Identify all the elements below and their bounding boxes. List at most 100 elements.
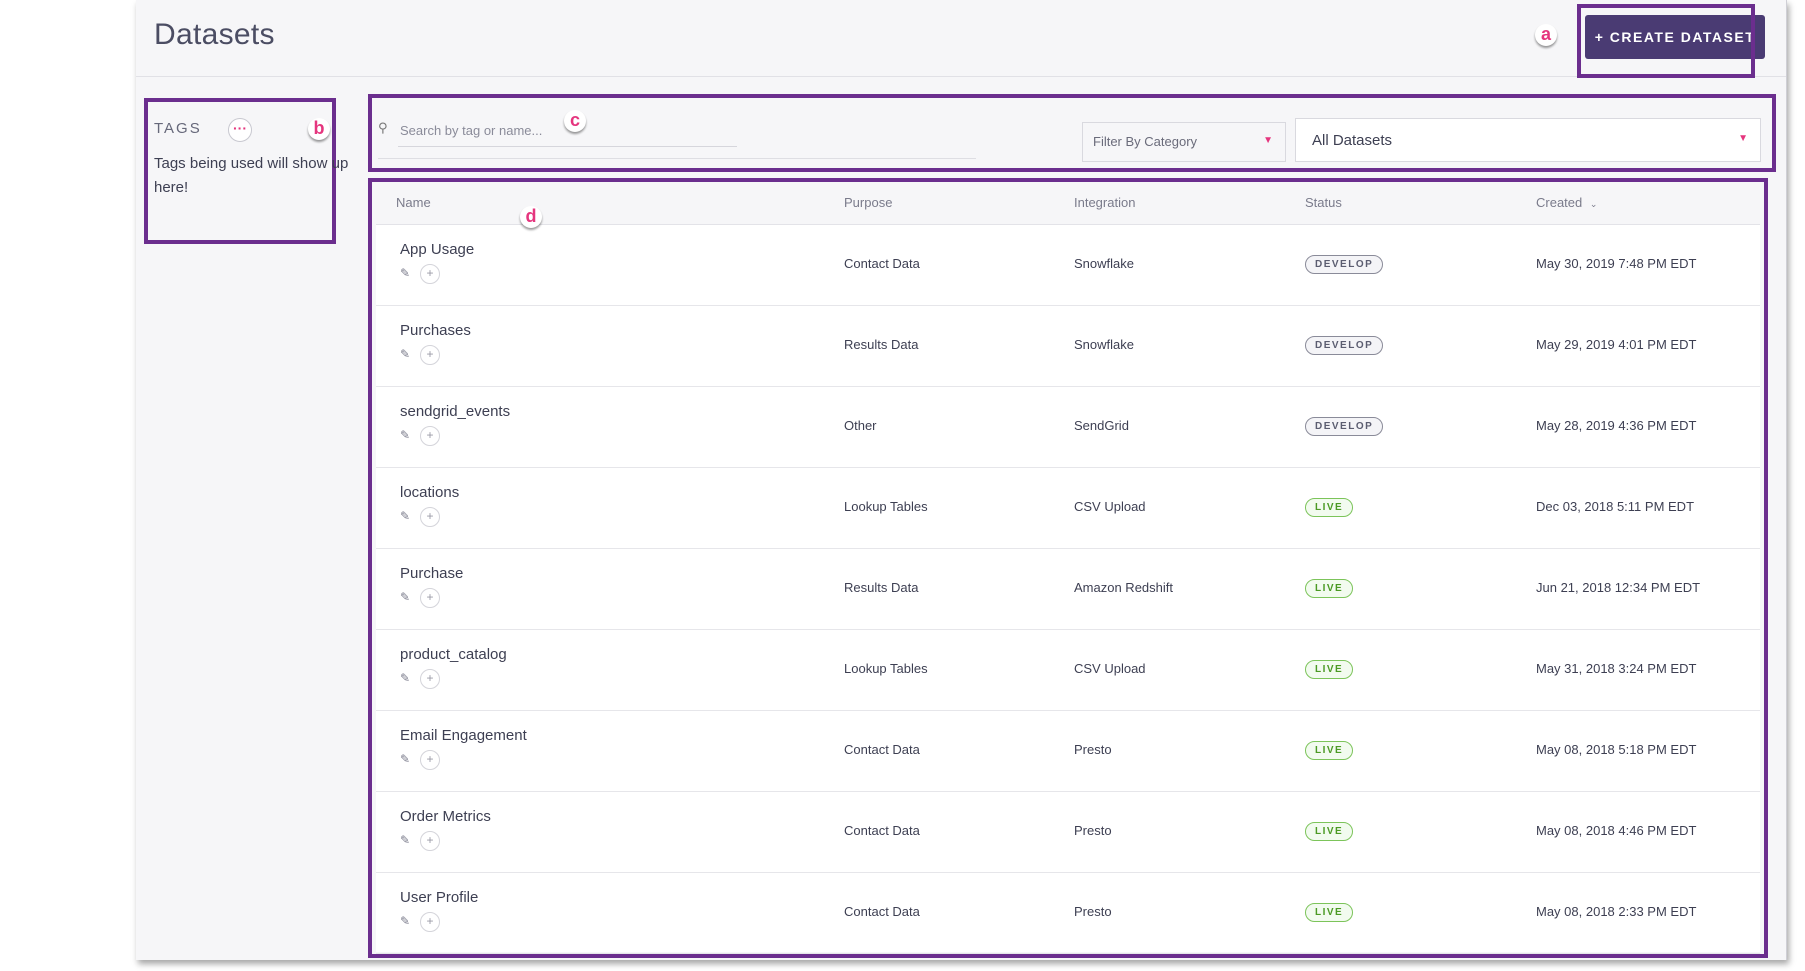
cell-purpose: Contact Data — [844, 742, 920, 757]
status-badge: DEVELOP — [1305, 417, 1384, 436]
create-dataset-button[interactable]: + CREATE DATASET — [1585, 15, 1765, 59]
dataset-name-link[interactable]: Purchase — [400, 565, 464, 582]
dataset-name-link[interactable]: sendgrid_events — [400, 403, 511, 420]
table-row[interactable]: App Usage ✎ + Contact Data Snowflake DEVELOP M… — [376, 224, 1760, 306]
dataset-name-link[interactable]: Email Engagement — [400, 727, 527, 744]
cell-integration: SendGrid — [1074, 418, 1129, 433]
dataset-name-link[interactable]: User Profile — [400, 889, 479, 906]
search-icon: ⚲ — [378, 120, 388, 135]
cell-purpose: Results Data — [844, 337, 919, 352]
tags-title: TAGS — [154, 120, 202, 137]
cell-created: May 29, 2019 4:01 PM EDT — [1536, 337, 1697, 352]
dataset-name-link[interactable]: locations — [400, 484, 460, 501]
cell-integration: Presto — [1074, 742, 1112, 757]
cell-purpose: Contact Data — [844, 256, 920, 271]
table-row[interactable]: product_catalog ✎ + Lookup Tables CSV Upload… — [376, 629, 1760, 711]
column-header-name[interactable]: Name — [396, 195, 431, 210]
pencil-icon[interactable]: ✎ — [400, 914, 411, 928]
cell-integration: Amazon Redshift — [1074, 580, 1173, 595]
column-header-purpose[interactable]: Purpose — [844, 195, 893, 210]
column-header-created-label: Created — [1536, 195, 1583, 210]
app-window: Datasets + CREATE DATASET a TAGS ··· b T… — [136, 0, 1787, 960]
cell-purpose: Lookup Tables — [844, 661, 928, 676]
add-tag-button[interactable]: + — [420, 588, 440, 608]
cell-integration: Snowflake — [1074, 337, 1134, 352]
dataset-name-link[interactable]: Purchases — [400, 322, 471, 339]
callout-marker-c: c — [564, 110, 586, 132]
status-badge: DEVELOP — [1305, 336, 1384, 355]
table-row[interactable]: Purchase ✎ + Results Data Amazon Redshift LIV… — [376, 548, 1760, 630]
dataset-name-link[interactable]: App Usage — [400, 241, 475, 258]
dataset-filter-select[interactable]: All Datasets ▼ — [1295, 118, 1761, 162]
add-tag-button[interactable]: + — [420, 912, 440, 932]
cell-created: May 08, 2018 4:46 PM EDT — [1536, 823, 1697, 838]
status-badge: LIVE — [1305, 903, 1354, 922]
add-tag-button[interactable]: + — [420, 426, 440, 446]
callout-box-d — [368, 178, 1768, 958]
cell-purpose: Other — [844, 418, 877, 433]
callout-marker-d: d — [520, 206, 542, 228]
cell-created: May 08, 2018 5:18 PM EDT — [1536, 742, 1697, 757]
cell-created: May 30, 2019 7:48 PM EDT — [1536, 256, 1697, 271]
cell-integration: Presto — [1074, 904, 1112, 919]
callout-marker-a: a — [1535, 24, 1557, 46]
page-title: Datasets — [154, 18, 275, 51]
status-badge: LIVE — [1305, 741, 1354, 760]
category-filter-select[interactable]: Filter By Category ▼ — [1082, 122, 1286, 162]
cell-purpose: Contact Data — [844, 904, 920, 919]
column-header-status[interactable]: Status — [1305, 195, 1342, 210]
callout-marker-b: b — [308, 118, 330, 140]
table-row[interactable]: Order Metrics ✎ + Contact Data Presto LIVE May… — [376, 791, 1760, 873]
column-header-integration[interactable]: Integration — [1074, 195, 1136, 210]
dataset-filter-label: All Datasets — [1312, 132, 1393, 149]
status-badge: LIVE — [1305, 822, 1354, 841]
add-tag-button[interactable]: + — [420, 345, 440, 365]
table-row[interactable]: Purchases ✎ + Results Data Snowflake DEVELOP M… — [376, 305, 1760, 387]
pencil-icon[interactable]: ✎ — [400, 266, 411, 280]
pencil-icon[interactable]: ✎ — [400, 752, 411, 766]
cell-purpose: Contact Data — [844, 823, 920, 838]
pencil-icon[interactable]: ✎ — [400, 833, 411, 847]
cell-integration: CSV Upload — [1074, 661, 1146, 676]
pencil-icon[interactable]: ✎ — [400, 347, 411, 361]
search-bar: ⚲ — [378, 110, 976, 159]
caret-down-icon: ▼ — [1738, 133, 1748, 144]
table-row[interactable]: sendgrid_events ✎ + Other SendGrid DEVELOP May… — [376, 386, 1760, 468]
cell-created: May 28, 2019 4:36 PM EDT — [1536, 418, 1697, 433]
cell-purpose: Lookup Tables — [844, 499, 928, 514]
add-tag-button[interactable]: + — [420, 507, 440, 527]
dataset-name-link[interactable]: Order Metrics — [400, 808, 491, 825]
table-header: Name Purpose Integration Status Created … — [376, 182, 1760, 225]
chevron-down-icon: ⌄ — [1589, 199, 1598, 209]
callout-box-a — [1577, 4, 1755, 78]
caret-down-icon: ▼ — [1263, 135, 1273, 146]
callout-box-c — [368, 94, 1776, 172]
tags-more-button[interactable]: ··· — [228, 118, 252, 142]
status-badge: DEVELOP — [1305, 255, 1384, 274]
cell-created: Jun 21, 2018 12:34 PM EDT — [1536, 580, 1701, 595]
dataset-name-link[interactable]: product_catalog — [400, 646, 507, 663]
add-tag-button[interactable]: + — [420, 831, 440, 851]
cell-integration: Snowflake — [1074, 256, 1134, 271]
tags-empty-message: Tags being used will show up here! — [154, 155, 349, 196]
table-row[interactable]: locations ✎ + Lookup Tables CSV Upload LIVE De… — [376, 467, 1760, 549]
table-row[interactable]: Email Engagement ✎ + Contact Data Presto LIVE… — [376, 710, 1760, 792]
cell-created: Dec 03, 2018 5:11 PM EDT — [1536, 499, 1695, 514]
table-row[interactable]: User Profile ✎ + Contact Data Presto LIVE May … — [376, 872, 1760, 954]
category-filter-label: Filter By Category — [1093, 134, 1198, 149]
add-tag-button[interactable]: + — [420, 750, 440, 770]
status-badge: LIVE — [1305, 579, 1354, 598]
cell-created: May 31, 2018 3:24 PM EDT — [1536, 661, 1697, 676]
cell-integration: Presto — [1074, 823, 1112, 838]
add-tag-button[interactable]: + — [420, 264, 440, 284]
pencil-icon[interactable]: ✎ — [400, 509, 411, 523]
cell-integration: CSV Upload — [1074, 499, 1146, 514]
left-margin — [0, 0, 136, 971]
pencil-icon[interactable]: ✎ — [400, 671, 411, 685]
pencil-icon[interactable]: ✎ — [400, 428, 411, 442]
status-badge: LIVE — [1305, 498, 1354, 517]
pencil-icon[interactable]: ✎ — [400, 590, 411, 604]
datasets-table: Name Purpose Integration Status Created … — [376, 182, 1760, 954]
column-header-created[interactable]: Created ⌄ — [1536, 195, 1597, 210]
add-tag-button[interactable]: + — [420, 669, 440, 689]
